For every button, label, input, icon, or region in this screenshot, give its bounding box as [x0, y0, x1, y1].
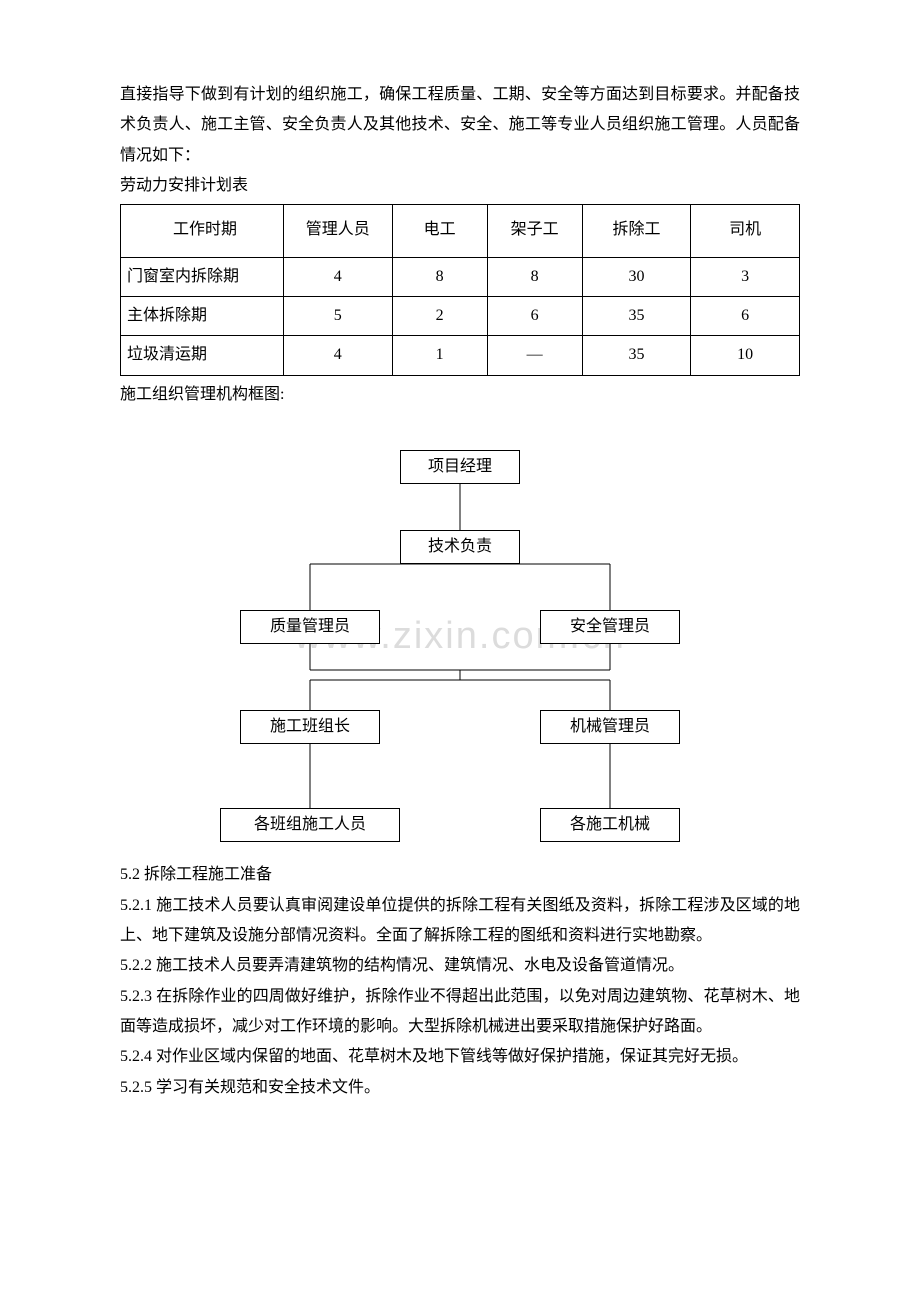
- table-cell: 垃圾清运期: [121, 336, 284, 375]
- table-cell: 4: [283, 257, 392, 296]
- table-cell: 8: [487, 257, 582, 296]
- col-driver: 司机: [691, 204, 800, 257]
- table-header-row: 工作时期 管理人员 电工 架子工 拆除工 司机: [121, 204, 800, 257]
- table-cell: 30: [582, 257, 691, 296]
- org-chart: www.zixin.com.cn 项目经理技术负责质量管理员安全管理员施工班组长…: [120, 450, 800, 850]
- table-cell: 10: [691, 336, 800, 375]
- table-row: 主体拆除期526356: [121, 296, 800, 335]
- table-cell: 3: [691, 257, 800, 296]
- org-node: 技术负责: [400, 530, 520, 564]
- heading-5-2: 5.2 拆除工程施工准备: [120, 860, 800, 890]
- table-cell: 35: [582, 336, 691, 375]
- para-5-2-1: 5.2.1 施工技术人员要认真审阅建设单位提供的拆除工程有关图纸及资料，拆除工程…: [120, 891, 800, 952]
- table-cell: 门窗室内拆除期: [121, 257, 284, 296]
- para-5-2-5: 5.2.5 学习有关规范和安全技术文件。: [120, 1073, 800, 1103]
- table-cell: 6: [487, 296, 582, 335]
- org-node: 质量管理员: [240, 610, 380, 644]
- table-row: 垃圾清运期41—3510: [121, 336, 800, 375]
- intro-paragraph: 直接指导下做到有计划的组织施工，确保工程质量、工期、安全等方面达到目标要求。并配…: [120, 80, 800, 171]
- table-cell: 5: [283, 296, 392, 335]
- col-electrician: 电工: [392, 204, 487, 257]
- table-cell: 2: [392, 296, 487, 335]
- table-cell: 8: [392, 257, 487, 296]
- org-chart-lines: [120, 450, 800, 850]
- labor-table: 工作时期 管理人员 电工 架子工 拆除工 司机 门窗室内拆除期488303主体拆…: [120, 204, 800, 376]
- table-cell: 35: [582, 296, 691, 335]
- table-cell: 主体拆除期: [121, 296, 284, 335]
- col-scaffolder: 架子工: [487, 204, 582, 257]
- table-row: 门窗室内拆除期488303: [121, 257, 800, 296]
- org-node: 项目经理: [400, 450, 520, 484]
- table-cell: 4: [283, 336, 392, 375]
- col-demolition: 拆除工: [582, 204, 691, 257]
- table-cell: 6: [691, 296, 800, 335]
- para-5-2-2: 5.2.2 施工技术人员要弄清建筑物的结构情况、建筑情况、水电及设备管道情况。: [120, 951, 800, 981]
- org-node: 机械管理员: [540, 710, 680, 744]
- org-node: 各班组施工人员: [220, 808, 400, 842]
- table-cell: 1: [392, 336, 487, 375]
- table-cell: —: [487, 336, 582, 375]
- org-node: 安全管理员: [540, 610, 680, 644]
- para-5-2-4: 5.2.4 对作业区域内保留的地面、花草树木及地下管线等做好保护措施，保证其完好…: [120, 1042, 800, 1072]
- col-manager: 管理人员: [283, 204, 392, 257]
- org-node: 施工班组长: [240, 710, 380, 744]
- labor-table-title: 劳动力安排计划表: [120, 171, 800, 201]
- col-period: 工作时期: [121, 204, 284, 257]
- org-chart-title: 施工组织管理机构框图:: [120, 380, 800, 410]
- org-node: 各施工机械: [540, 808, 680, 842]
- para-5-2-3: 5.2.3 在拆除作业的四周做好维护，拆除作业不得超出此范围，以免对周边建筑物、…: [120, 982, 800, 1043]
